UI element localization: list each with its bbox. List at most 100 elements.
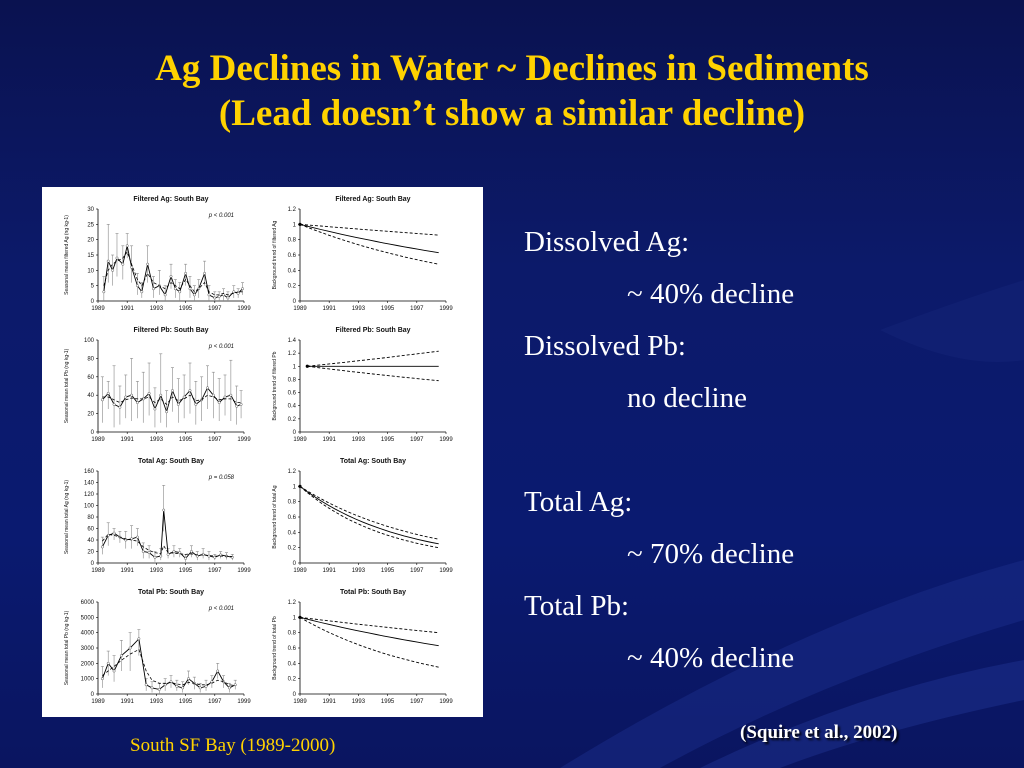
x-tick-label: 1989 [91,568,105,574]
x-tick-label: 1989 [91,437,105,443]
chart-panel-1: Filtered Ag: South Bay p < 0.001 0 5 10 15 20 2… [64,196,251,312]
x-tick-label: 1995 [381,306,395,312]
y-tick-label: 0 [91,561,95,567]
trend-origin-point [298,222,302,226]
slide-title-line2: (Lead doesn’t show a similar decline) [218,93,806,134]
data-point [130,537,134,541]
y-axis-label: Background trend of total Ag [272,485,278,548]
x-tick-label: 1997 [208,437,222,443]
data-point [112,669,116,673]
observed-series-line [103,245,243,299]
data-point [135,284,139,288]
data-point [115,256,119,260]
y-tick-label: 2000 [81,661,95,667]
chart-title: Filtered Ag: South Bay [133,196,208,203]
trend-upper-bound [307,350,439,367]
chart-panel-6: Total Ag: South Bay 0 0.2 0.4 0.6 0.8 1 1.2 1989… [272,458,453,574]
y-tick-label: 0 [293,430,297,436]
y-tick-label: 0 [293,561,297,567]
chart-panel-8: Total Pb: South Bay 0 0.2 0.4 0.6 0.8 1 1.2 1989… [272,589,453,705]
data-point [137,637,141,641]
data-point [223,395,227,399]
y-tick-label: 0.6 [288,391,297,397]
y-tick-label: 0.6 [288,646,297,652]
data-point [106,391,110,395]
data-point [118,405,122,409]
y-tick-label: 100 [84,338,95,344]
data-point [153,407,157,411]
data-point [141,550,145,553]
y-axis-label: Background trend of filtered Ag [272,220,278,289]
y-tick-label: 80 [87,515,94,521]
y-tick-label: 140 [84,481,95,487]
x-tick-label: 1997 [410,699,424,705]
data-point [184,556,188,560]
y-tick-label: 80 [87,356,94,362]
p-value-label: p < 0.001 [208,344,234,350]
data-point [125,244,129,248]
data-point [188,389,192,393]
x-tick-label: 1991 [121,699,135,705]
data-point [227,686,231,690]
trend-lower-bound [299,485,439,549]
trend-origin-point [298,484,302,488]
data-point [153,555,157,559]
data-point [163,293,167,297]
data-point [172,550,176,553]
data-point [213,555,217,559]
data-point [232,290,236,294]
y-tick-label: 0.4 [288,530,297,536]
smoothed-series-line [102,394,242,405]
data-point [217,401,221,405]
y-tick-label: 1000 [81,677,95,683]
x-tick-label: 1991 [323,568,337,574]
y-tick-label: 6000 [81,600,95,606]
x-tick-label: 1989 [293,568,307,574]
y-tick-label: 1.2 [288,351,297,357]
observed-series-line [101,637,236,690]
y-tick-label: 15 [87,253,94,259]
bullet-dissolved-pb-decline: no decline [627,382,747,414]
smoothed-series-line [103,251,243,296]
x-tick-label: 1993 [150,568,164,574]
y-tick-label: 25 [87,222,94,228]
data-point [128,646,132,650]
trend-lower-bound [299,616,439,668]
y-tick-label: 0.2 [288,546,297,552]
data-point [106,661,110,665]
x-tick-label: 1995 [381,699,395,705]
data-point [239,402,243,406]
chart-figure: Filtered Ag: South Bay p < 0.001 0 5 10 15 20 2… [42,187,483,717]
y-tick-label: 1.4 [288,338,297,344]
data-point [173,287,177,291]
data-point [229,393,233,397]
trend-origin-point [305,364,309,368]
data-point [192,293,196,297]
x-tick-label: 1997 [208,568,222,574]
x-tick-label: 1997 [208,699,222,705]
figure-caption: South SF Bay (1989-2000) [130,735,336,756]
bullet-spacer [524,428,1004,480]
data-point [226,296,230,300]
x-tick-label: 1991 [121,437,135,443]
data-point [176,402,180,406]
x-tick-label: 1991 [121,568,135,574]
data-point [106,259,110,263]
data-point [211,393,215,397]
y-tick-label: 0.2 [288,284,297,290]
y-tick-label: 0.6 [288,253,297,259]
data-point [194,402,198,406]
data-point [187,677,190,681]
data-point [100,545,104,549]
chart-title: Total Pb: South Bay [138,589,204,596]
data-point [217,294,221,298]
data-point [163,683,167,687]
y-tick-label: 120 [84,492,95,498]
y-tick-label: 0.8 [288,377,297,383]
data-point [175,684,179,688]
x-tick-label: 1997 [410,568,424,574]
citation: (Squire et al., 2002) [740,722,898,743]
x-tick-label: 1995 [179,437,193,443]
